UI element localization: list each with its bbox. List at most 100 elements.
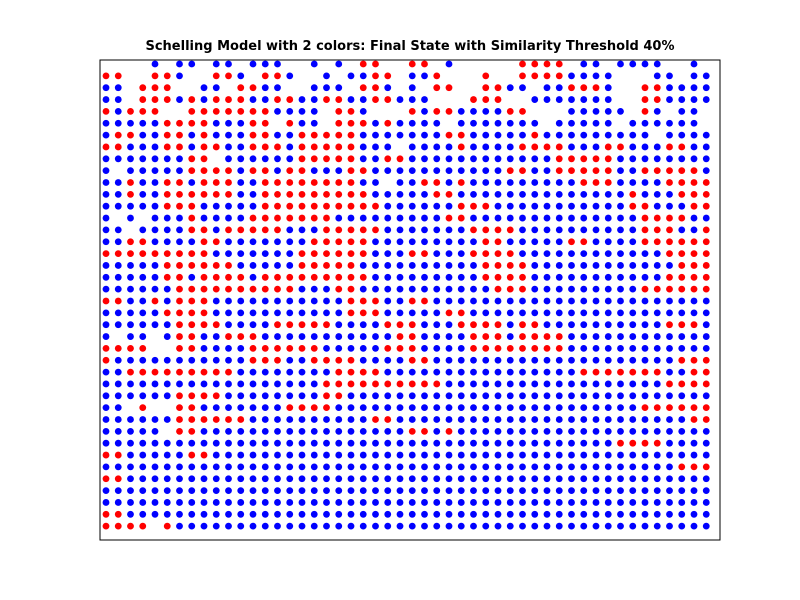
agent-point-blue — [384, 392, 392, 400]
agent-point-red — [102, 356, 110, 364]
agent-point-blue — [384, 285, 392, 293]
agent-point-red — [200, 108, 208, 115]
agent-point-blue — [261, 321, 269, 329]
agent-point-blue — [519, 214, 526, 222]
agent-point-red — [396, 155, 404, 163]
agent-point-blue — [176, 510, 183, 518]
agent-point-red — [384, 72, 392, 80]
agent-point-red — [494, 333, 502, 340]
agent-point-blue — [470, 475, 477, 483]
agent-point-red — [298, 345, 306, 352]
agent-point-blue — [396, 179, 404, 186]
agent-point-blue — [653, 451, 661, 459]
agent-point-red — [151, 72, 159, 80]
agent-point-blue — [580, 321, 588, 329]
agent-point-blue — [335, 416, 343, 423]
agent-point-red — [702, 262, 710, 269]
agent-point-blue — [421, 404, 428, 412]
agent-point-blue — [359, 345, 367, 352]
agent-point-red — [482, 250, 490, 257]
agent-point-red — [678, 238, 686, 246]
agent-point-blue — [372, 238, 379, 246]
agent-point-blue — [359, 392, 367, 400]
agent-point-blue — [372, 143, 379, 151]
agent-point-blue — [127, 380, 134, 388]
agent-point-blue — [163, 155, 171, 163]
agent-point-blue — [543, 475, 551, 483]
agent-point-blue — [433, 167, 441, 175]
agent-point-red — [666, 214, 673, 222]
agent-point-blue — [114, 202, 122, 210]
agent-point-blue — [482, 522, 490, 530]
agent-point-blue — [641, 321, 649, 329]
agent-point-blue — [568, 475, 575, 483]
agent-point-red — [237, 416, 245, 423]
agent-point-blue — [641, 416, 649, 423]
agent-point-red — [445, 84, 453, 92]
agent-point-blue — [347, 522, 355, 530]
agent-point-blue — [641, 333, 649, 340]
agent-point-blue — [470, 190, 477, 198]
agent-point-blue — [114, 487, 122, 494]
agent-point-blue — [568, 119, 575, 127]
agent-point-red — [237, 108, 245, 115]
agent-point-red — [457, 179, 465, 186]
agent-point-blue — [592, 96, 600, 103]
agent-point-blue — [102, 262, 110, 269]
agent-point-blue — [114, 84, 122, 92]
agent-point-blue — [445, 475, 453, 483]
agent-point-blue — [127, 451, 134, 459]
agent-points — [102, 60, 710, 530]
agent-point-blue — [359, 72, 367, 80]
agent-point-red — [604, 155, 612, 163]
agent-point-blue — [678, 392, 686, 400]
agent-point-blue — [408, 392, 416, 400]
agent-point-red — [482, 262, 490, 269]
agent-point-red — [114, 451, 122, 459]
agent-point-blue — [127, 510, 134, 518]
agent-point-blue — [470, 451, 477, 459]
agent-point-red — [188, 427, 196, 435]
agent-point-blue — [102, 214, 110, 222]
agent-point-blue — [543, 84, 551, 92]
agent-point-blue — [580, 285, 588, 293]
agent-point-red — [249, 119, 257, 127]
agent-point-blue — [310, 119, 318, 127]
agent-point-blue — [286, 262, 294, 269]
agent-point-blue — [347, 321, 355, 329]
agent-point-blue — [653, 297, 661, 305]
agent-point-red — [188, 451, 196, 459]
agent-point-blue — [151, 119, 159, 127]
agent-point-blue — [421, 510, 428, 518]
agent-point-blue — [127, 309, 134, 317]
agent-point-red — [127, 345, 134, 352]
agent-point-red — [678, 321, 686, 329]
agent-point-blue — [188, 463, 196, 471]
agent-point-blue — [249, 297, 257, 305]
agent-point-red — [690, 404, 698, 412]
agent-point-red — [200, 190, 208, 198]
agent-point-blue — [323, 499, 330, 506]
agent-point-red — [678, 167, 686, 175]
agent-point-red — [580, 238, 588, 246]
agent-point-blue — [592, 416, 600, 423]
agent-point-blue — [286, 427, 294, 435]
agent-point-blue — [641, 487, 649, 494]
agent-point-blue — [592, 119, 600, 127]
agent-point-blue — [298, 475, 306, 483]
agent-point-red — [188, 96, 196, 103]
agent-point-blue — [433, 475, 441, 483]
agent-point-blue — [176, 72, 183, 80]
agent-point-blue — [641, 250, 649, 257]
agent-point-blue — [421, 273, 428, 281]
agent-point-blue — [653, 273, 661, 281]
agent-point-blue — [408, 84, 416, 92]
agent-point-blue — [617, 392, 624, 400]
agent-point-blue — [543, 321, 551, 329]
agent-point-blue — [359, 451, 367, 459]
agent-point-blue — [457, 226, 465, 234]
agent-point-blue — [580, 439, 588, 447]
agent-point-red — [421, 250, 428, 257]
agent-point-red — [396, 321, 404, 329]
agent-point-blue — [261, 392, 269, 400]
